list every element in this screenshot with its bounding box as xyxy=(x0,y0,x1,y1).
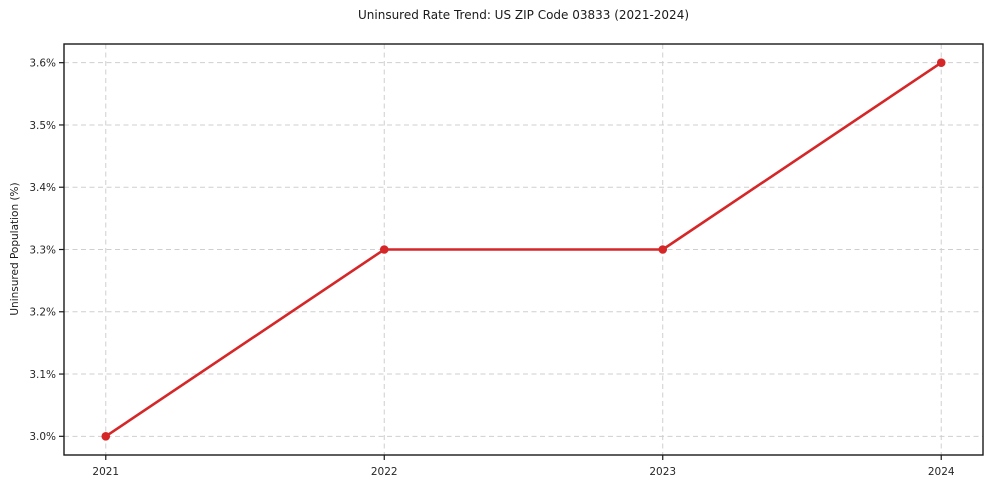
y-tick-label: 3.3% xyxy=(29,244,56,256)
x-tick-label: 2022 xyxy=(371,466,398,478)
data-point xyxy=(658,245,668,254)
y-tick-label: 3.0% xyxy=(29,431,56,443)
y-tick-label: 3.5% xyxy=(29,120,56,132)
x-tick-label: 2023 xyxy=(649,466,676,478)
y-tick-label: 3.4% xyxy=(29,182,56,194)
y-tick-label: 3.2% xyxy=(29,307,56,319)
trend-line xyxy=(104,61,943,438)
x-tick-label: 2021 xyxy=(92,466,119,478)
data-point xyxy=(101,432,111,441)
y-tick-label: 3.1% xyxy=(29,369,56,381)
y-tick-label: 3.6% xyxy=(29,57,56,69)
chart-title: Uninsured Rate Trend: US ZIP Code 03833 … xyxy=(357,8,690,22)
data-point xyxy=(936,58,946,67)
x-tick-label: 2024 xyxy=(928,466,955,478)
data-point xyxy=(379,245,389,254)
